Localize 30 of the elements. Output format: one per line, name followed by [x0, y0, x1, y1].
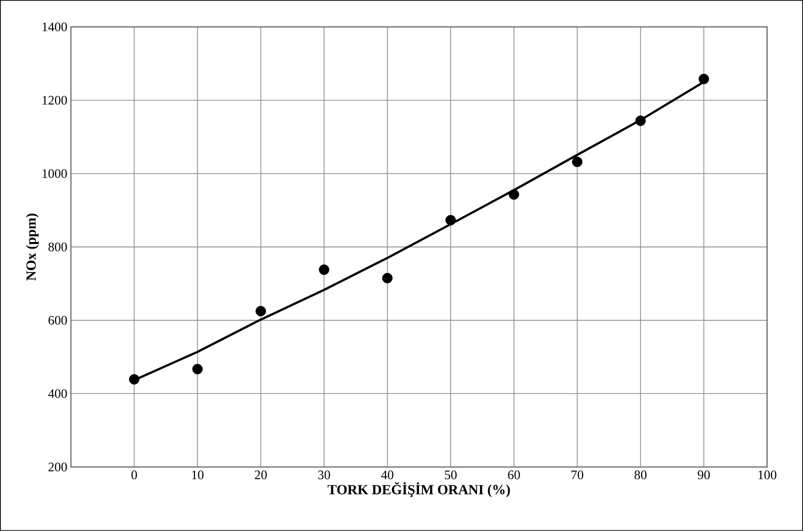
y-tick-label: 1000 — [42, 169, 67, 178]
x-tick-label: 90 — [698, 470, 710, 480]
point — [635, 116, 646, 126]
x-tick-label: 20 — [254, 470, 267, 480]
x-axis-title: TORK DEĞİŞİM ORANI (%) — [328, 482, 510, 498]
point — [382, 272, 393, 284]
x-tick-label: 30 — [318, 470, 330, 480]
y-tick-label: 1400 — [42, 22, 67, 32]
point — [698, 74, 710, 84]
y-tick-label: 400 — [48, 389, 67, 398]
point — [318, 264, 330, 275]
point — [445, 215, 456, 226]
point — [129, 374, 140, 385]
point — [192, 364, 203, 374]
x-tick-label: 80 — [634, 470, 647, 480]
x-tick-label: 40 — [381, 470, 394, 480]
x-tick-label: 60 — [508, 470, 520, 480]
y-tick-label: 1200 — [42, 96, 67, 105]
point — [572, 156, 582, 168]
point — [508, 189, 520, 200]
y-tick-label: 800 — [48, 242, 67, 252]
x-tick-label: 0 — [131, 470, 137, 480]
x-tick-label: 10 — [192, 470, 204, 480]
point — [256, 306, 266, 316]
x-tick-label: 70 — [572, 470, 584, 480]
y-tick-label: 600 — [48, 316, 67, 325]
x-tick-label: 100 — [758, 470, 776, 480]
y-axis-title: NOx (ppm) — [26, 214, 39, 281]
y-tick-label: 200 — [48, 462, 67, 472]
x-tick-label: 50 — [444, 470, 457, 480]
